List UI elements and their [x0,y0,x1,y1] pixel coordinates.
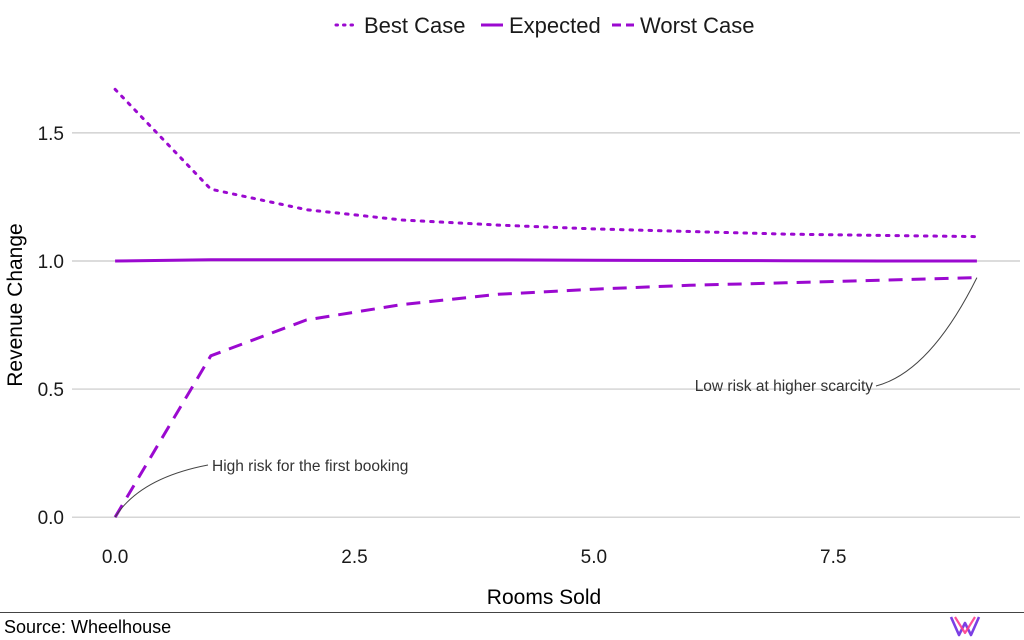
series-lines [113,87,979,518]
x-tick-label: 5.0 [581,547,607,568]
source-note: Source: Wheelhouse [4,617,172,637]
legend: Best Case Expected Worst Case [334,13,755,38]
series-line-worst-case [113,276,977,518]
series-line-best-case [113,87,979,239]
x-tick-label: 2.5 [341,547,367,568]
x-tick-labels: 0.0 2.5 5.0 7.5 [102,547,847,568]
x-tick-label: 7.5 [820,547,846,568]
annotation-label: High risk for the first booking [212,458,408,475]
annotations: High risk for the first booking Low risk … [114,277,978,518]
legend-label-expected: Expected [509,13,601,38]
revenue-change-chart: 0.0 0.5 1.0 1.5 0.0 2.5 5.0 7.5 High risk for … [4,13,1020,609]
y-tick-label: 1.5 [38,124,64,145]
y-tick-labels: 0.0 0.5 1.0 1.5 [38,124,64,529]
series-line-expected [115,258,977,263]
y-tick-label: 1.0 [38,252,64,273]
y-tick-label: 0.0 [38,508,64,529]
x-axis-title: Rooms Sold [487,586,601,609]
y-axis-title: Revenue Change [4,223,27,386]
legend-label-best-case: Best Case [364,13,466,38]
wheelhouse-logo-icon [949,616,981,637]
footer-divider [0,612,1024,613]
y-tick-label: 0.5 [38,380,64,401]
legend-label-worst-case: Worst Case [640,13,755,38]
annotation-leader [875,277,978,387]
annotation-leader [114,464,209,518]
annotation-label: Low risk at higher scarcity [695,378,874,395]
x-tick-label: 0.0 [102,547,128,568]
